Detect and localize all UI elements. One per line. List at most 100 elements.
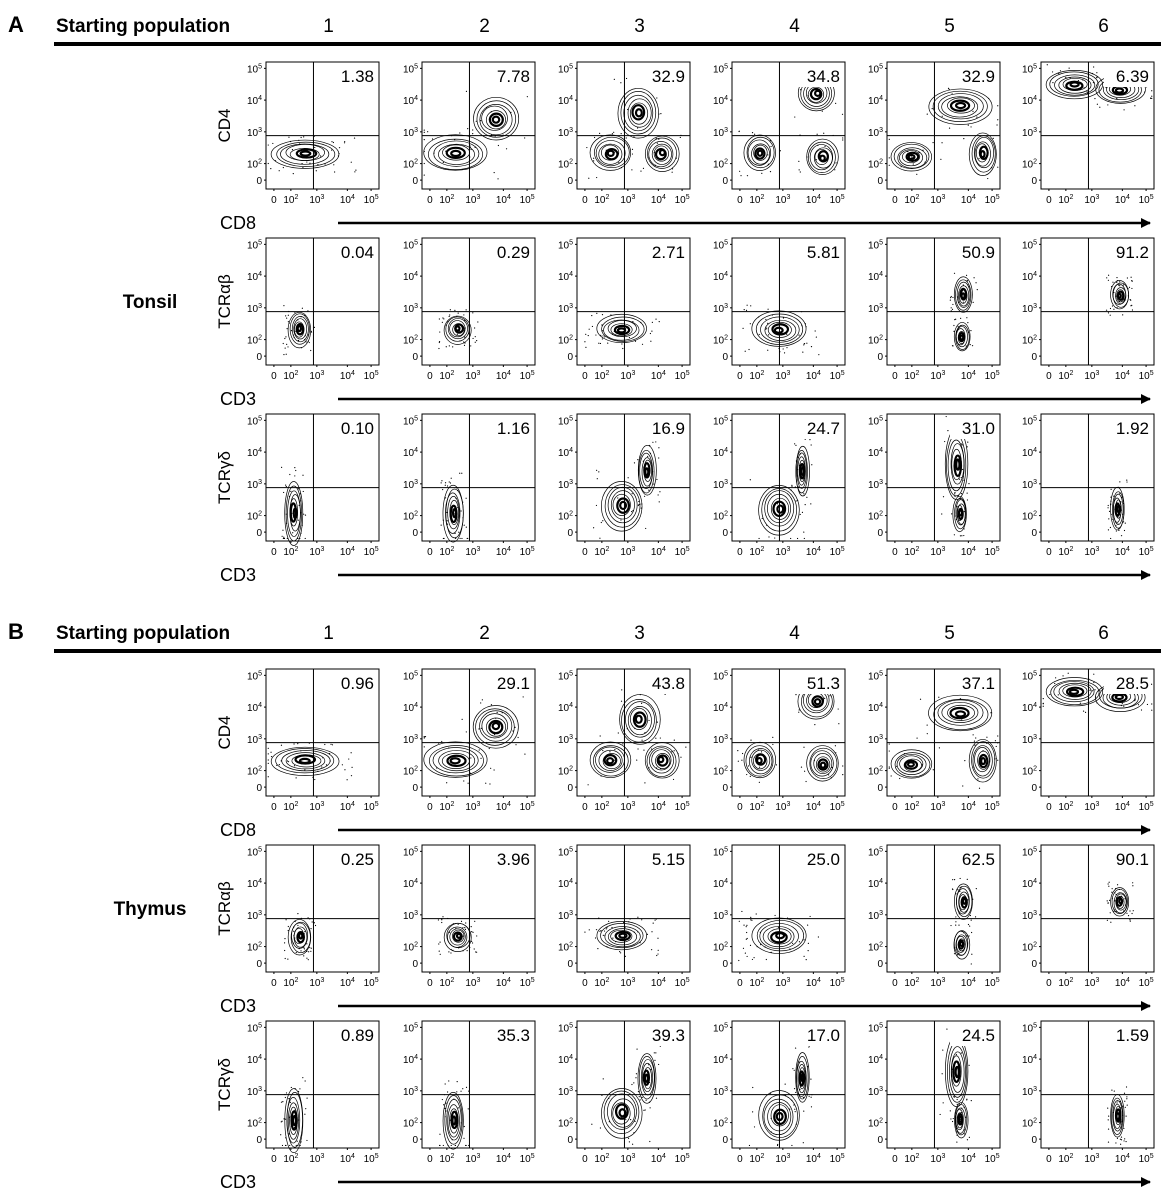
event-dot — [970, 329, 972, 332]
y-tick-label: 104 — [868, 1054, 883, 1066]
event-dot — [438, 347, 440, 350]
y-tick-label: 0 — [412, 959, 418, 970]
event-dot — [655, 137, 657, 139]
event-dot — [480, 702, 482, 704]
event-dot — [287, 761, 290, 763]
contour-line — [1062, 684, 1088, 698]
y-tick-label: 105 — [1022, 239, 1037, 251]
event-dot — [475, 951, 478, 953]
contour-line — [451, 1115, 457, 1126]
event-dot — [460, 1122, 462, 1124]
x-tick-label: 0 — [737, 978, 743, 989]
x-tick-label: 102 — [749, 546, 764, 558]
event-dot — [611, 926, 613, 929]
event-dot — [293, 517, 295, 519]
event-dot — [451, 1139, 453, 1141]
event-dot — [1134, 698, 1136, 700]
contour-line — [1069, 81, 1080, 88]
event-dot — [462, 1088, 464, 1090]
event-dot — [461, 537, 463, 540]
event-dot — [656, 721, 658, 723]
event-dot — [463, 344, 466, 346]
contour-line — [607, 1093, 637, 1130]
event-dot — [652, 922, 654, 924]
contour-line — [428, 745, 484, 777]
quadrant-percentage: 32.9 — [962, 67, 995, 86]
event-dot — [801, 325, 803, 327]
event-dot — [444, 1083, 446, 1085]
panel-letter-A: A — [8, 12, 24, 37]
event-dot — [834, 745, 836, 747]
event-dot — [495, 717, 497, 719]
event-dot — [677, 753, 679, 755]
event-dot — [300, 950, 302, 952]
event-dot — [324, 163, 326, 165]
x-tick-label: 105 — [1139, 1153, 1154, 1165]
event-dot — [278, 764, 280, 766]
quadrant-percentage: 7.78 — [497, 67, 530, 86]
event-dot — [276, 764, 278, 766]
column-number-2: 2 — [479, 623, 490, 644]
event-dot — [1112, 281, 1114, 283]
event-dot — [769, 140, 771, 142]
event-dot — [808, 1095, 810, 1097]
event-dot — [283, 491, 285, 494]
flow-plot: 0.10 — [264, 413, 380, 546]
event-dot — [798, 1061, 800, 1063]
y-tick-label: 104 — [713, 702, 728, 714]
x-tick-label: 105 — [364, 370, 379, 382]
event-dot — [1106, 919, 1108, 921]
event-dot — [658, 501, 660, 503]
x-tick-label: 104 — [961, 1153, 976, 1165]
event-dot — [685, 746, 687, 748]
y-tick-label: 103 — [1022, 303, 1037, 315]
event-dot — [285, 485, 287, 488]
contour-line — [941, 96, 979, 118]
event-dot — [1144, 91, 1146, 93]
event-dot — [950, 924, 952, 927]
event-dot — [804, 770, 806, 772]
y-tick-label: 104 — [403, 1054, 418, 1066]
contour-line — [428, 138, 483, 170]
event-dot — [454, 513, 456, 515]
event-dot — [466, 950, 468, 952]
event-dot — [331, 141, 333, 143]
event-dot — [776, 503, 779, 505]
flow-plot: 34.8 — [730, 61, 846, 191]
event-dot — [755, 913, 757, 915]
event-dot — [750, 305, 752, 307]
event-dot — [442, 317, 444, 319]
y-tick-label: 104 — [558, 447, 573, 459]
x-tick-label: 0 — [427, 195, 433, 206]
x-tick-label: 103 — [930, 1153, 945, 1165]
x-tick-label: 104 — [496, 194, 511, 206]
contour-line — [638, 449, 655, 494]
contour-line — [629, 102, 649, 125]
value-backdrop — [329, 241, 376, 263]
event-dot — [287, 321, 290, 323]
event-dot — [978, 787, 981, 789]
event-dot — [423, 736, 425, 738]
event-dot — [637, 127, 639, 129]
event-dot — [650, 949, 653, 951]
event-dot — [457, 1107, 459, 1109]
quadrant-percentage: 1.16 — [497, 419, 530, 438]
event-dot — [976, 288, 978, 291]
panel-letter-B: B — [8, 619, 24, 644]
contour-line — [941, 701, 979, 723]
event-dot — [1110, 537, 1112, 540]
event-dot — [798, 160, 800, 162]
event-dot — [617, 732, 619, 734]
event-dot — [1115, 530, 1117, 532]
y-tick-label: 105 — [713, 670, 728, 682]
contour-line — [956, 281, 971, 308]
event-dot — [301, 754, 304, 756]
contour-line — [446, 754, 467, 768]
event-dot — [644, 1109, 646, 1111]
event-dot — [972, 898, 974, 900]
value-backdrop — [1104, 241, 1151, 263]
x-tick-label: 0 — [427, 1154, 433, 1165]
event-dot — [355, 169, 357, 171]
y-tick-label: 103 — [713, 127, 728, 139]
event-dot — [1140, 709, 1143, 711]
